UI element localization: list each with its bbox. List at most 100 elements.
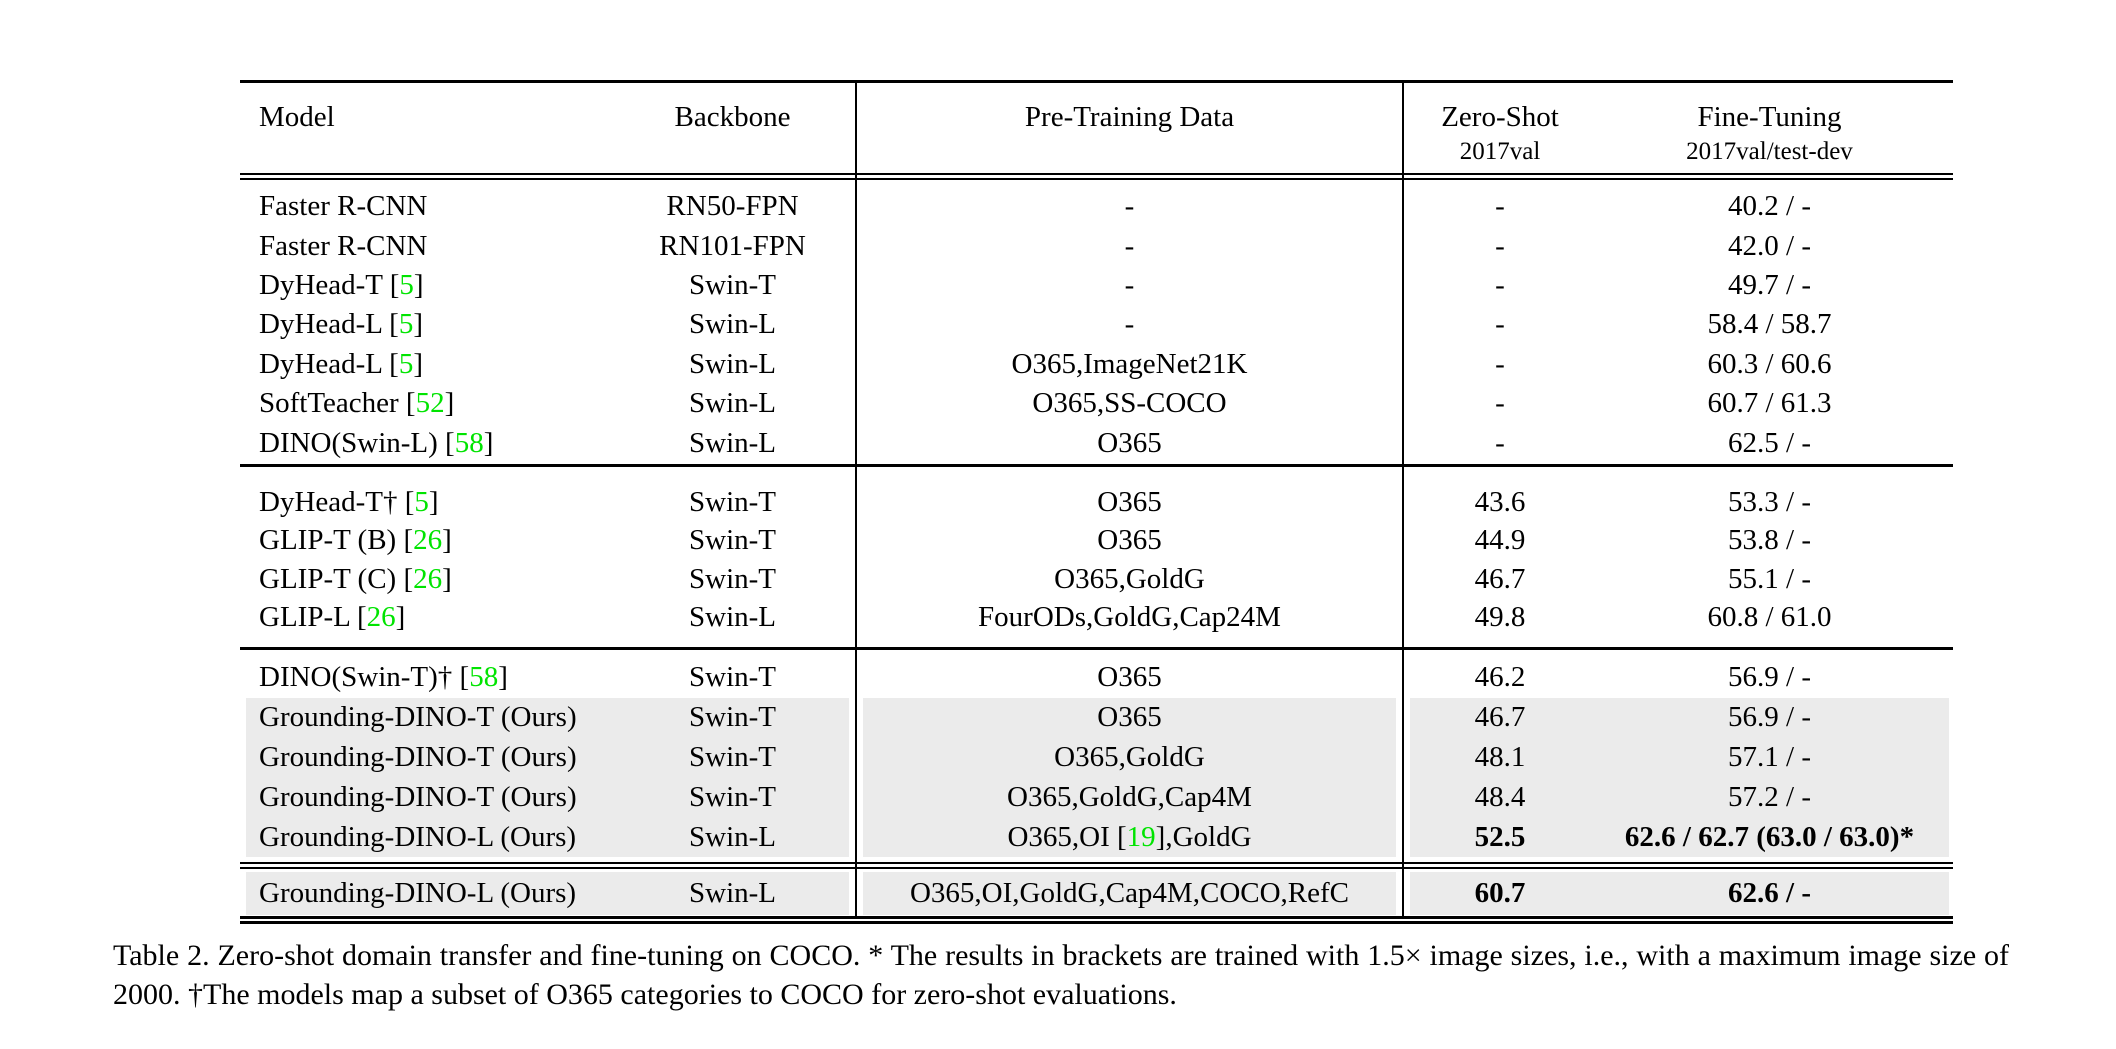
- cell-pretrain: O365,GoldG: [1054, 562, 1205, 595]
- citation-link[interactable]: 26: [366, 601, 396, 634]
- cell-model: DyHead-T [5]: [259, 269, 424, 302]
- cell-model: DINO(Swin-L) [58]: [259, 426, 494, 459]
- table-section-zeroshot: DyHead-T† [5] Swin-T O365 43.6 53.3 / - GLIP-…: [240, 483, 1953, 637]
- cell-backbone: Swin-T: [689, 562, 776, 595]
- cell-backbone: RN101-FPN: [659, 229, 806, 262]
- cell-pretrain: O365,GoldG,Cap4M: [863, 777, 1396, 818]
- table-row: Faster R-CNN RN50-FPN - - 40.2 / -: [240, 187, 1953, 226]
- table-section-grounding: DINO(Swin-T)† [58] Swin-T O365 46.2 56.9 / -…: [240, 658, 1953, 857]
- header-finetune: Fine-Tuning 2017val/test-dev: [1590, 99, 1949, 169]
- table-row: GLIP-T (B) [26] Swin-T O365 44.9 53.8 / -: [240, 522, 1953, 561]
- cell-zeroshot: -: [1495, 269, 1505, 302]
- cell-pretrain: O365,OI [19],GoldG: [863, 817, 1396, 857]
- cell-model: GLIP-T (C) [26]: [259, 562, 452, 595]
- cell-finetune: 56.9 / -: [1590, 697, 1949, 738]
- column-divider: [855, 82, 857, 918]
- header-backbone: Backbone: [674, 101, 791, 133]
- header-pretrain: Pre-Training Data: [1024, 101, 1235, 133]
- cell-pretrain: O365,ImageNet21K: [1011, 347, 1248, 380]
- cell-model: Grounding-DINO-L (Ours): [246, 872, 616, 915]
- cell-backbone: Swin-L: [616, 817, 849, 857]
- header-zeroshot-sub: 2017val: [1459, 138, 1541, 165]
- cell-zeroshot: -: [1495, 426, 1505, 459]
- cell-model: Grounding-DINO-T (Ours): [246, 777, 616, 818]
- cell-backbone: Swin-L: [689, 426, 776, 459]
- table-rule-header-double: [240, 178, 1953, 180]
- cell-backbone: Swin-T: [689, 269, 776, 302]
- cell-zeroshot: -: [1495, 229, 1505, 262]
- cell-zeroshot: 52.5: [1410, 817, 1590, 857]
- table-row: GLIP-T (C) [26] Swin-T O365,GoldG 46.7 55.1 …: [240, 560, 1953, 599]
- table-row: DINO(Swin-T)† [58] Swin-T O365 46.2 56.9 / -: [240, 658, 1953, 698]
- table-caption: Table 2. Zero-shot domain transfer and f…: [113, 939, 2009, 1011]
- table-rule-section-double: [240, 867, 1953, 869]
- table-rule-bottom-double: [240, 921, 1953, 924]
- citation-link[interactable]: 19: [1126, 820, 1156, 853]
- table-row: GLIP-L [26] Swin-L FourODs,GoldG,Cap24M 49.…: [240, 599, 1953, 638]
- cell-model: SoftTeacher [52]: [259, 387, 455, 420]
- column-divider: [1402, 82, 1404, 918]
- header-model: Model: [259, 101, 335, 133]
- cell-zeroshot: 46.7: [1410, 697, 1590, 738]
- cell-pretrain: O365,GoldG: [863, 737, 1396, 778]
- cell-model: Grounding-DINO-L (Ours): [246, 817, 616, 857]
- citation-link[interactable]: 5: [414, 485, 429, 518]
- table-section-final: Grounding-DINO-L (Ours) Swin-L O365,OI,Gol…: [240, 872, 1953, 915]
- citation-link[interactable]: 5: [398, 347, 414, 380]
- cell-model: Faster R-CNN: [259, 190, 428, 223]
- cell-model: DyHead-L [5]: [259, 347, 424, 380]
- cell-pretrain: -: [1124, 190, 1135, 223]
- cell-pretrain: O365: [1097, 524, 1162, 557]
- citation-link[interactable]: 58: [469, 661, 499, 694]
- table-row: DyHead-T [5] Swin-T - - 49.7 / -: [240, 266, 1953, 305]
- table-row: Grounding-DINO-L (Ours) Swin-L O365,OI,Gol…: [240, 872, 1953, 915]
- cell-zeroshot: 43.6: [1474, 485, 1526, 518]
- cell-pretrain: -: [1124, 308, 1135, 341]
- table-row: SoftTeacher [52] Swin-L O365,SS-COCO - 60.7 …: [240, 384, 1953, 423]
- citation-link[interactable]: 26: [413, 524, 443, 557]
- cell-zeroshot: 48.4: [1410, 777, 1590, 818]
- cell-pretrain: O365: [1097, 661, 1162, 694]
- cell-finetune: 55.1 / -: [1728, 562, 1811, 595]
- cell-finetune: 57.2 / -: [1590, 777, 1949, 818]
- table-row: DINO(Swin-L) [58] Swin-L O365 - 62.5 / -: [240, 424, 1953, 463]
- cell-backbone: Swin-L: [689, 347, 776, 380]
- cell-finetune: 57.1 / -: [1590, 737, 1949, 778]
- cell-pretrain: -: [1124, 269, 1135, 302]
- citation-link[interactable]: 5: [398, 308, 414, 341]
- cell-model: DyHead-L [5]: [259, 308, 424, 341]
- citation-link[interactable]: 58: [454, 426, 484, 459]
- cell-finetune: 49.7 / -: [1728, 269, 1811, 302]
- cell-zeroshot: 46.7: [1474, 562, 1526, 595]
- cell-zeroshot: 44.9: [1474, 524, 1526, 557]
- cell-zeroshot: 49.8: [1474, 601, 1526, 634]
- cell-pretrain: O365: [863, 697, 1396, 738]
- cell-zeroshot: -: [1495, 190, 1505, 223]
- cell-zeroshot: -: [1495, 387, 1505, 420]
- table-section-detectors: Faster R-CNN RN50-FPN - -40.2 / - Faster R-C…: [240, 187, 1953, 463]
- table-row: DyHead-L [5] Swin-L - - 58.4 / 58.7: [240, 305, 1953, 344]
- cell-zeroshot: -: [1495, 347, 1505, 380]
- cell-pretrain: FourODs,GoldG,Cap24M: [978, 601, 1281, 634]
- citation-link[interactable]: 52: [415, 387, 445, 420]
- cell-pretrain: O365,OI,GoldG,Cap4M,COCO,RefC: [863, 872, 1396, 915]
- cell-backbone: Swin-T: [689, 524, 776, 557]
- cell-zeroshot: 60.7: [1410, 872, 1590, 915]
- cell-zeroshot: -: [1495, 308, 1505, 341]
- cell-model: DyHead-T† [5]: [259, 485, 439, 518]
- cell-finetune: 60.3 / 60.6: [1707, 347, 1832, 380]
- cell-backbone: Swin-T: [689, 485, 776, 518]
- citation-link[interactable]: 5: [399, 269, 414, 302]
- cell-backbone: Swin-L: [689, 308, 776, 341]
- cell-model: Grounding-DINO-T (Ours): [246, 737, 616, 778]
- cell-model: GLIP-L [26]: [259, 601, 406, 634]
- table-rule-bottom-double: [240, 916, 1953, 919]
- table-rule-section-double: [240, 862, 1953, 864]
- cell-backbone: Swin-L: [689, 387, 776, 420]
- table-row: Grounding-DINO-T (Ours) Swin-T O365,GoldG 4…: [240, 737, 1953, 778]
- cell-model: Grounding-DINO-T (Ours): [246, 697, 616, 738]
- cell-backbone: Swin-T: [616, 737, 849, 778]
- table-header: Model Backbone Pre-Training Data Zero-Sh…: [240, 99, 1953, 169]
- citation-link[interactable]: 26: [413, 562, 443, 595]
